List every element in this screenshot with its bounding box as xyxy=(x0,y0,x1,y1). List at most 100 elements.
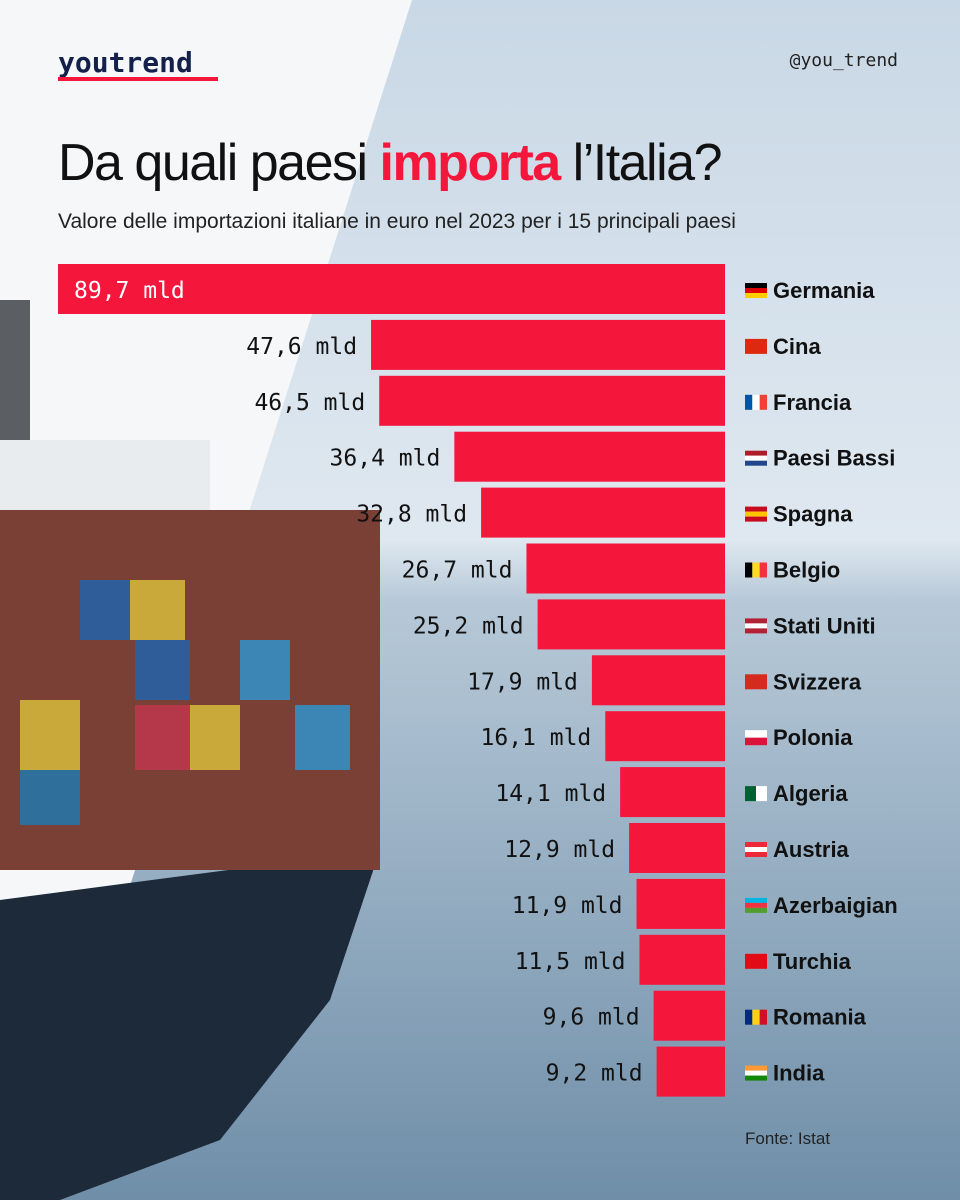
flag-stripe xyxy=(752,1009,760,1025)
category-label: Paesi Bassi xyxy=(773,446,895,471)
brand: youtrend xyxy=(58,46,193,79)
flag-stripe xyxy=(756,786,767,802)
category-label: India xyxy=(773,1061,825,1086)
bar xyxy=(454,431,725,482)
flag-stripe xyxy=(745,293,767,298)
category-label: Germania xyxy=(773,278,875,303)
bar xyxy=(537,599,725,650)
value-label: 89,7 mld xyxy=(74,278,185,304)
flag-stripe xyxy=(745,907,767,913)
flag-stripe xyxy=(745,1070,767,1076)
title-part: l’Italia? xyxy=(560,134,721,192)
category-label: Polonia xyxy=(773,725,853,750)
flag xyxy=(745,338,767,354)
bar xyxy=(379,375,725,426)
flag xyxy=(745,730,767,746)
bar xyxy=(605,711,725,762)
value-label: 16,1 mld xyxy=(481,725,592,751)
flag xyxy=(745,1065,767,1081)
flag xyxy=(745,618,767,634)
flag xyxy=(745,953,767,969)
handle: @you_trend xyxy=(790,50,898,71)
value-label: 36,4 mld xyxy=(330,446,441,472)
category-label: Belgio xyxy=(773,558,840,583)
bar xyxy=(639,934,725,985)
chart-title: Da quali paesi importa l’Italia? xyxy=(58,134,721,192)
bar xyxy=(653,990,725,1041)
flag-stripe xyxy=(745,618,767,624)
category-label: Spagna xyxy=(773,502,853,527)
flag-stripe xyxy=(745,506,767,512)
flag xyxy=(745,394,767,410)
flag-stripe xyxy=(745,288,767,293)
flag xyxy=(745,506,767,522)
flag-stripe xyxy=(759,1009,767,1025)
bar xyxy=(481,487,725,538)
bar xyxy=(656,1046,725,1097)
flag-stripe xyxy=(752,394,760,410)
category-label: Francia xyxy=(773,390,852,415)
value-label: 12,9 mld xyxy=(504,837,615,863)
bar xyxy=(629,823,725,873)
value-label: 32,8 mld xyxy=(356,502,467,528)
brand-underline xyxy=(58,77,218,81)
value-label: 9,6 mld xyxy=(543,1005,640,1031)
category-label: Algeria xyxy=(773,781,848,806)
title-part: Da quali paesi xyxy=(58,134,380,192)
flag-stripe xyxy=(745,1009,753,1025)
value-label: 26,7 mld xyxy=(402,558,513,584)
source: Fonte: Istat xyxy=(745,1129,830,1148)
flag-stripe xyxy=(745,628,767,634)
value-label: 17,9 mld xyxy=(467,669,578,695)
flag-stripe xyxy=(745,338,767,354)
ship xyxy=(0,300,380,1200)
value-label: 25,2 mld xyxy=(413,613,524,639)
flag-stripe xyxy=(745,1065,767,1071)
value-label: 14,1 mld xyxy=(495,781,606,807)
flag-stripe xyxy=(745,460,767,466)
flag-stripe xyxy=(745,394,753,410)
flag xyxy=(745,897,767,913)
value-label: 11,9 mld xyxy=(512,893,623,919)
flag-stripe xyxy=(745,902,767,908)
flag-stripe xyxy=(745,674,767,690)
flag-stripe xyxy=(759,394,767,410)
flag xyxy=(745,450,767,466)
flag xyxy=(745,786,767,802)
flag-stripe xyxy=(745,455,767,461)
flag xyxy=(745,1009,767,1025)
flag-stripe xyxy=(745,283,767,288)
flag-stripe xyxy=(745,897,767,903)
value-label: 9,2 mld xyxy=(546,1061,643,1087)
flag-stripe xyxy=(745,516,767,522)
category-label: Azerbaigian xyxy=(773,893,898,918)
category-label: Romania xyxy=(773,1005,867,1030)
bar xyxy=(526,543,725,594)
flag-stripe xyxy=(745,511,767,517)
flag-stripe xyxy=(752,562,760,578)
category-label: Stati Uniti xyxy=(773,613,876,638)
bar xyxy=(58,264,725,314)
flag-stripe xyxy=(745,852,767,857)
title-highlight: importa xyxy=(380,134,563,192)
flag xyxy=(745,562,767,578)
subtitle: Valore delle importazioni italiane in eu… xyxy=(58,210,736,233)
flag-stripe xyxy=(745,737,767,746)
category-label: Cina xyxy=(773,334,821,359)
category-label: Turchia xyxy=(773,949,852,974)
flag xyxy=(745,842,767,857)
flag-stripe xyxy=(745,786,756,802)
flag-stripe xyxy=(745,730,767,738)
flag xyxy=(745,283,767,298)
bar xyxy=(636,878,725,929)
category-label: Svizzera xyxy=(773,669,862,694)
value-label: 47,6 mld xyxy=(246,334,357,360)
flag-stripe xyxy=(745,847,767,852)
value-label: 46,5 mld xyxy=(254,390,365,416)
bar xyxy=(591,655,725,706)
flag-stripe xyxy=(745,623,767,629)
bar xyxy=(620,767,725,818)
flag xyxy=(745,674,767,690)
